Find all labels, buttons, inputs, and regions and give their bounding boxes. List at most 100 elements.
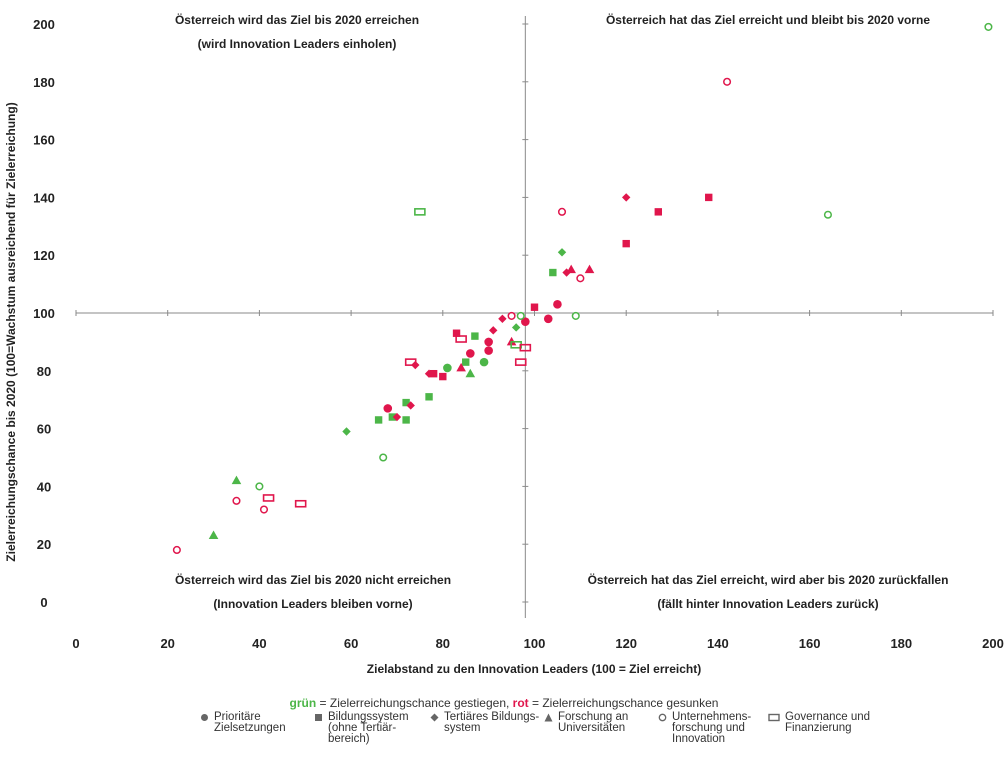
x-tick-label: 0 <box>72 636 79 651</box>
data-point-circle-filled <box>543 314 553 324</box>
data-point-circle-open <box>557 207 567 216</box>
data-point-square-filled <box>452 329 461 337</box>
legend-note-middle: = Zielerreichungschance gestiegen, <box>316 696 513 710</box>
quadrant-label-sub: (fällt hinter Innovation Leaders zurück) <box>657 597 878 611</box>
data-point-diamond-filled <box>622 193 631 202</box>
legend-item-forschung-an-universitaeten: Forschung an Universitäten <box>544 711 629 734</box>
data-point-circle-open <box>255 482 264 491</box>
y-axis-label: Zielerreichungschance bis 2020 (100=Wach… <box>4 102 18 561</box>
legend-note-end: = Zielerreichungschance gesunken <box>528 696 719 710</box>
legend-items: Prioritäre Zielsetzungen Bildungssystem … <box>0 711 1008 762</box>
data-point-rect-open <box>414 208 426 216</box>
y-tick-label: 40 <box>37 479 51 494</box>
y-tick-label: 0 <box>40 595 47 610</box>
legend-item-label: Tertiäres Bildungs- system <box>444 711 540 734</box>
data-point-square-filled <box>429 369 438 378</box>
y-tick-label: 160 <box>33 133 55 148</box>
x-tick-label: 160 <box>799 636 821 651</box>
data-point-triangle-filled <box>208 530 219 540</box>
y-tick-label: 140 <box>33 190 55 205</box>
data-point-rect-open <box>519 343 532 352</box>
data-point-triangle-filled <box>584 264 595 274</box>
x-tick-label: 120 <box>615 636 637 651</box>
quadrant-label: Österreich wird das Ziel bis 2020 erreic… <box>175 12 419 27</box>
data-point-circle-open <box>823 210 832 219</box>
filled-triangle-icon <box>544 713 553 722</box>
y-tick-label: 20 <box>37 537 51 552</box>
data-point-diamond-filled <box>562 268 571 277</box>
legend: grün = Zielerreichungschance gestiegen, … <box>0 696 1008 762</box>
data-point-circle-open <box>576 274 585 283</box>
data-point-diamond-filled <box>489 326 498 335</box>
data-point-diamond-filled <box>498 314 507 323</box>
data-point-square-filled <box>549 268 557 277</box>
data-point-square-filled <box>705 193 713 202</box>
filled-diamond-icon <box>430 713 439 722</box>
legend-color-note: grün = Zielerreichungschance gestiegen, … <box>0 696 1008 710</box>
data-point-square-filled <box>654 208 662 216</box>
legend-item-tertiaeres-bildungssystem: Tertiäres Bildungs- system <box>430 711 540 734</box>
open-circle-icon <box>658 713 667 722</box>
y-tick-label: 100 <box>33 306 55 321</box>
legend-item-governance-und-finanzierung: Governance und Finanzierung <box>768 711 871 734</box>
data-point-circle-filled <box>553 300 562 309</box>
x-tick-label: 40 <box>252 636 266 651</box>
data-point-rect-open <box>262 494 275 502</box>
legend-item-label: Governance und Finanzierung <box>785 711 871 734</box>
data-point-circle-filled <box>443 363 452 373</box>
data-point-square-filled <box>402 398 410 407</box>
x-tick-label: 60 <box>344 636 358 651</box>
scatter-chart: 0 20 40 60 80 100 120 140 160 180 200 0 20 40 60 80 100 1… <box>4 12 1004 676</box>
legend-green-word: grün <box>289 696 317 710</box>
x-tick-label: 100 <box>524 636 546 651</box>
legend-item-label: Forschung an Universitäten <box>558 711 629 734</box>
data-point-rect-open <box>404 358 417 366</box>
data-point-circle-open <box>516 311 525 320</box>
quadrant-label-sub: (Innovation Leaders bleiben vorne) <box>213 597 412 611</box>
data-point-circle-filled <box>479 357 489 367</box>
data-point-circle-open <box>259 505 269 514</box>
data-point-circle-open <box>571 311 580 320</box>
quadrant-label: Österreich hat das Ziel erreicht, wird a… <box>588 572 949 587</box>
data-point-circle-open <box>232 496 241 505</box>
x-tick-label: 140 <box>707 636 729 651</box>
data-point-rect-open <box>514 358 527 366</box>
x-tick-label: 180 <box>890 636 912 651</box>
data-point-square-filled <box>462 358 470 366</box>
data-point-circle-filled <box>484 337 493 347</box>
data-point-rect-open <box>455 335 467 343</box>
data-point-circle-filled <box>466 349 475 358</box>
data-point-diamond-filled <box>406 401 415 410</box>
quadrant-label: Österreich hat das Ziel erreicht und ble… <box>606 12 930 27</box>
y-tick-label: 60 <box>37 422 51 437</box>
data-point-diamond-filled <box>424 369 434 378</box>
x-tick-label: 20 <box>160 636 174 651</box>
x-tick-label: 80 <box>436 636 450 651</box>
y-tick-label: 120 <box>33 248 55 263</box>
data-point-diamond-filled <box>392 412 402 422</box>
data-point-circle-open <box>379 453 388 462</box>
legend-item-label: Prioritäre Zielsetzungen <box>214 711 286 734</box>
data-point-circle-open <box>723 77 732 86</box>
data-point-circle-open <box>984 22 993 31</box>
open-rectangle-icon <box>768 713 780 722</box>
data-point-square-filled <box>402 416 410 424</box>
y-tick-label: 180 <box>33 75 55 90</box>
data-point-square-filled <box>530 303 539 311</box>
legend-red-word: rot <box>512 696 529 710</box>
data-point-triangle-filled <box>465 368 476 378</box>
data-point-circle-filled <box>484 346 493 355</box>
x-axis-label: Zielabstand zu den Innovation Leaders (1… <box>367 662 701 676</box>
legend-item-unternehmensforschung: Unternehmens- forschung und Innovation <box>658 711 752 745</box>
data-point-triangle-filled <box>456 362 466 372</box>
data-point-triangle-filled <box>566 264 576 274</box>
data-point-triangle-filled <box>231 475 242 485</box>
data-point-diamond-filled <box>511 323 521 332</box>
data-point-square-filled <box>622 239 630 248</box>
data-point-square-filled <box>388 413 397 421</box>
legend-item-label: Unternehmens- forschung und Innovation <box>672 711 752 745</box>
quadrant-label-sub: (wird Innovation Leaders einholen) <box>198 37 397 51</box>
filled-circle-icon <box>201 714 208 721</box>
data-point-diamond-filled <box>342 427 351 436</box>
legend-item-bildungssystem: Bildungssystem (ohne Tertiär- bereich) <box>314 711 409 745</box>
